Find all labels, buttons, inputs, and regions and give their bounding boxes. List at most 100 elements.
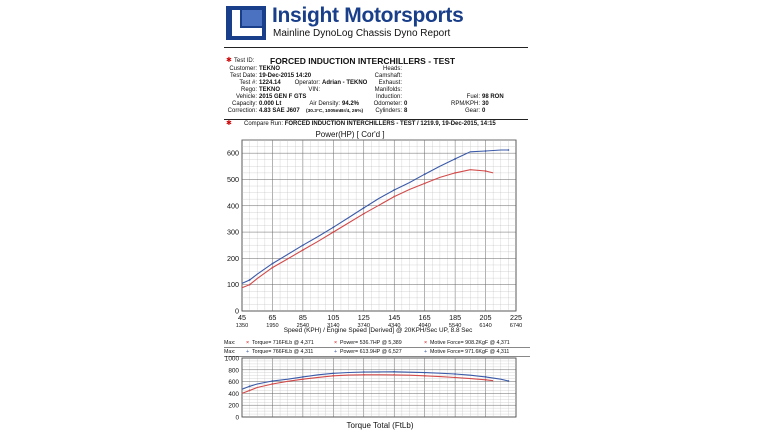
- blue-series-icon: +: [246, 349, 250, 355]
- stats-row-compare: Max: × Torque= 716FtLb @ 4,371 × Power= …: [224, 339, 530, 348]
- odometer-label: Odometer:: [373, 101, 402, 107]
- data-point: [393, 195, 396, 198]
- red-series-icon: ×: [334, 340, 338, 346]
- data-point: [423, 374, 426, 377]
- x-tick-label: 125: [358, 313, 370, 322]
- test-date-label: Test Date:: [229, 73, 257, 79]
- x-tick-label: 45: [238, 313, 246, 322]
- air-density-value: 94.2%: [342, 101, 360, 107]
- rpm-tick-label: 3140: [327, 323, 339, 329]
- data-point: [454, 171, 457, 174]
- rpm-tick-label: 5540: [449, 323, 461, 329]
- power-y-ticks: 0 100 200 300 400 500 600: [227, 149, 239, 316]
- red-series-icon: ×: [424, 340, 428, 346]
- data-point: [423, 182, 426, 185]
- x-tick-label: 105: [327, 313, 339, 322]
- operator-label: Operator:: [294, 80, 320, 86]
- rpm-tick-label: 1950: [266, 323, 278, 329]
- data-point: [393, 373, 396, 376]
- blue-series-icon: +: [334, 349, 338, 355]
- y-tick-label: 1000: [225, 356, 240, 363]
- report-subtitle: Mainline DynoLog Chassis Dyno Report: [273, 28, 451, 39]
- gear-value: 0: [482, 108, 486, 114]
- y-tick-label: 600: [228, 379, 239, 386]
- rpm-tick-label: 6140: [479, 323, 491, 329]
- air-density-label: Air Density:: [309, 101, 340, 107]
- x-tick-label: 65: [268, 313, 276, 322]
- compare-run: Compare Run: FORCED INDUCTION INTERCHILL…: [244, 121, 496, 127]
- vehicle-value: 2015 GEN F GTS: [259, 94, 307, 100]
- data-point: [271, 262, 274, 265]
- y-tick-label: 400: [227, 201, 239, 210]
- power-max-compare: Power= 536.7HP @ 5,389: [340, 340, 402, 346]
- data-point: [454, 373, 457, 375]
- rpm-kph-label: RPM/KPH:: [450, 101, 480, 107]
- correction-label: Correction:: [227, 108, 257, 114]
- torque-chart: 0 200 400 600 800 1000 Torque Total (FtLb): [225, 356, 517, 430]
- rpm-tick-label: 3740: [358, 323, 370, 329]
- data-point: [248, 279, 251, 281]
- rpm-tick-label: 4340: [388, 323, 400, 329]
- max-stats-table: Max: × Torque= 716FtLb @ 4,371 × Power= …: [224, 339, 530, 357]
- cylinders-value: 8: [404, 108, 408, 114]
- data-point: [423, 173, 426, 176]
- camshaft-label: Camshaft:: [374, 73, 402, 79]
- data-point: [301, 249, 304, 251]
- x-tick-label: 225: [510, 313, 522, 322]
- test-date-value: 19-Dec-2015 14:20: [259, 73, 312, 79]
- data-point: [454, 376, 457, 379]
- rpm-tick-label: 6740: [510, 323, 522, 329]
- data-point: [332, 231, 335, 233]
- data-point: [484, 150, 487, 152]
- rpm-kph-value: 30: [482, 101, 489, 107]
- data-point: [423, 371, 426, 374]
- info-divider: [224, 119, 528, 120]
- torque-max-current: Torque= 766FtLb @ 4,311: [252, 349, 314, 355]
- data-point: [454, 158, 457, 160]
- data-point: [484, 170, 487, 172]
- y-tick-label: 200: [228, 403, 239, 410]
- customer-label: Customer:: [229, 66, 257, 72]
- customer-value: TEKNO: [259, 66, 280, 72]
- manifolds-label: Manifolds:: [374, 87, 402, 93]
- compare-run-label: Compare Run:: [244, 121, 284, 127]
- brand-title: Insight Motorsports: [272, 4, 464, 27]
- air-conditions-value: (30.3°C, 1005mBr/4, 26%): [306, 109, 364, 114]
- torque-grid: [241, 357, 517, 418]
- induction-label: Induction:: [375, 94, 402, 100]
- data-point: [301, 375, 304, 378]
- compare-marker-icon: ✱: [226, 120, 232, 127]
- dyno-report-sheet: Insight Motorsports Mainline DynoLog Cha…: [220, 0, 532, 432]
- y-tick-label: 300: [227, 228, 239, 237]
- correction-value: 4.83 SAE J607: [259, 108, 300, 114]
- data-point: [484, 375, 487, 378]
- stats-row-current: Max: + Torque= 766FtLb @ 4,311 + Power= …: [224, 348, 530, 357]
- test-id-value: FORCED INDUCTION INTERCHILLERS - TEST: [270, 56, 456, 66]
- data-point: [362, 206, 365, 209]
- power-grid: [241, 139, 517, 312]
- series-line-current: [241, 371, 509, 390]
- y-tick-label: 600: [227, 149, 239, 158]
- test-id-label: Test ID:: [234, 58, 255, 64]
- exhaust-label: Exhaust:: [378, 80, 402, 86]
- odometer-value: 0: [404, 101, 408, 107]
- data-point: [271, 266, 274, 269]
- insight-logo-icon: [226, 6, 266, 40]
- rego-label: Rego:: [240, 87, 257, 93]
- info-block: Customer: TEKNO Test Date: 19-Dec-2015 1…: [220, 66, 532, 118]
- torque-chart-title: Torque Total (FtLb): [347, 421, 414, 430]
- power-x-label: Speed (KPH) / Engine Speed [Derived] @ 2…: [284, 327, 473, 334]
- data-point: [301, 378, 304, 381]
- x-tick-label: 145: [388, 313, 400, 322]
- y-tick-label: 800: [228, 367, 239, 374]
- red-marker-icon: ✱: [226, 57, 232, 64]
- data-point: [362, 212, 365, 215]
- stats-max-label: Max:: [224, 340, 236, 346]
- data-point: [248, 385, 251, 388]
- x-tick-label: 185: [449, 313, 461, 322]
- series-line-compare: [241, 169, 494, 289]
- data-point: [362, 371, 365, 373]
- fuel-value: 98 RON: [482, 94, 504, 100]
- data-point: [271, 380, 274, 382]
